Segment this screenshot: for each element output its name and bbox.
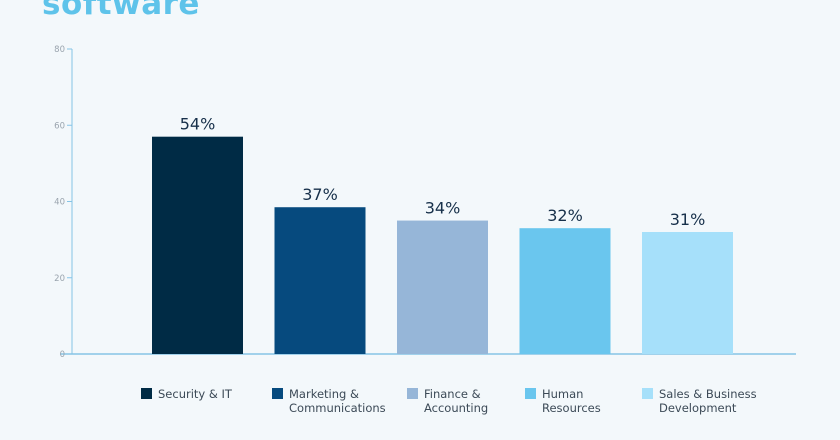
chart-data-labels: 54% 37% 34% 32% 31%	[180, 115, 706, 229]
bar	[274, 207, 366, 354]
bar-data-label: 31%	[670, 210, 706, 229]
y-tick-label: 80	[54, 45, 65, 55]
bar	[642, 232, 733, 354]
chart-title: software	[42, 0, 200, 22]
y-tick-label: 20	[54, 274, 65, 284]
bar-data-label: 54%	[180, 115, 216, 134]
bar	[519, 228, 611, 354]
bar	[397, 220, 488, 354]
bar-data-label: 32%	[547, 206, 583, 225]
y-tick-label: 40	[54, 198, 65, 208]
bar	[152, 136, 243, 354]
bar-data-label: 37%	[302, 185, 338, 204]
bar-data-label: 34%	[425, 199, 461, 218]
chart-bars	[152, 136, 733, 354]
y-tick-label: 60	[54, 121, 65, 131]
y-tick-label: 0	[60, 350, 65, 360]
